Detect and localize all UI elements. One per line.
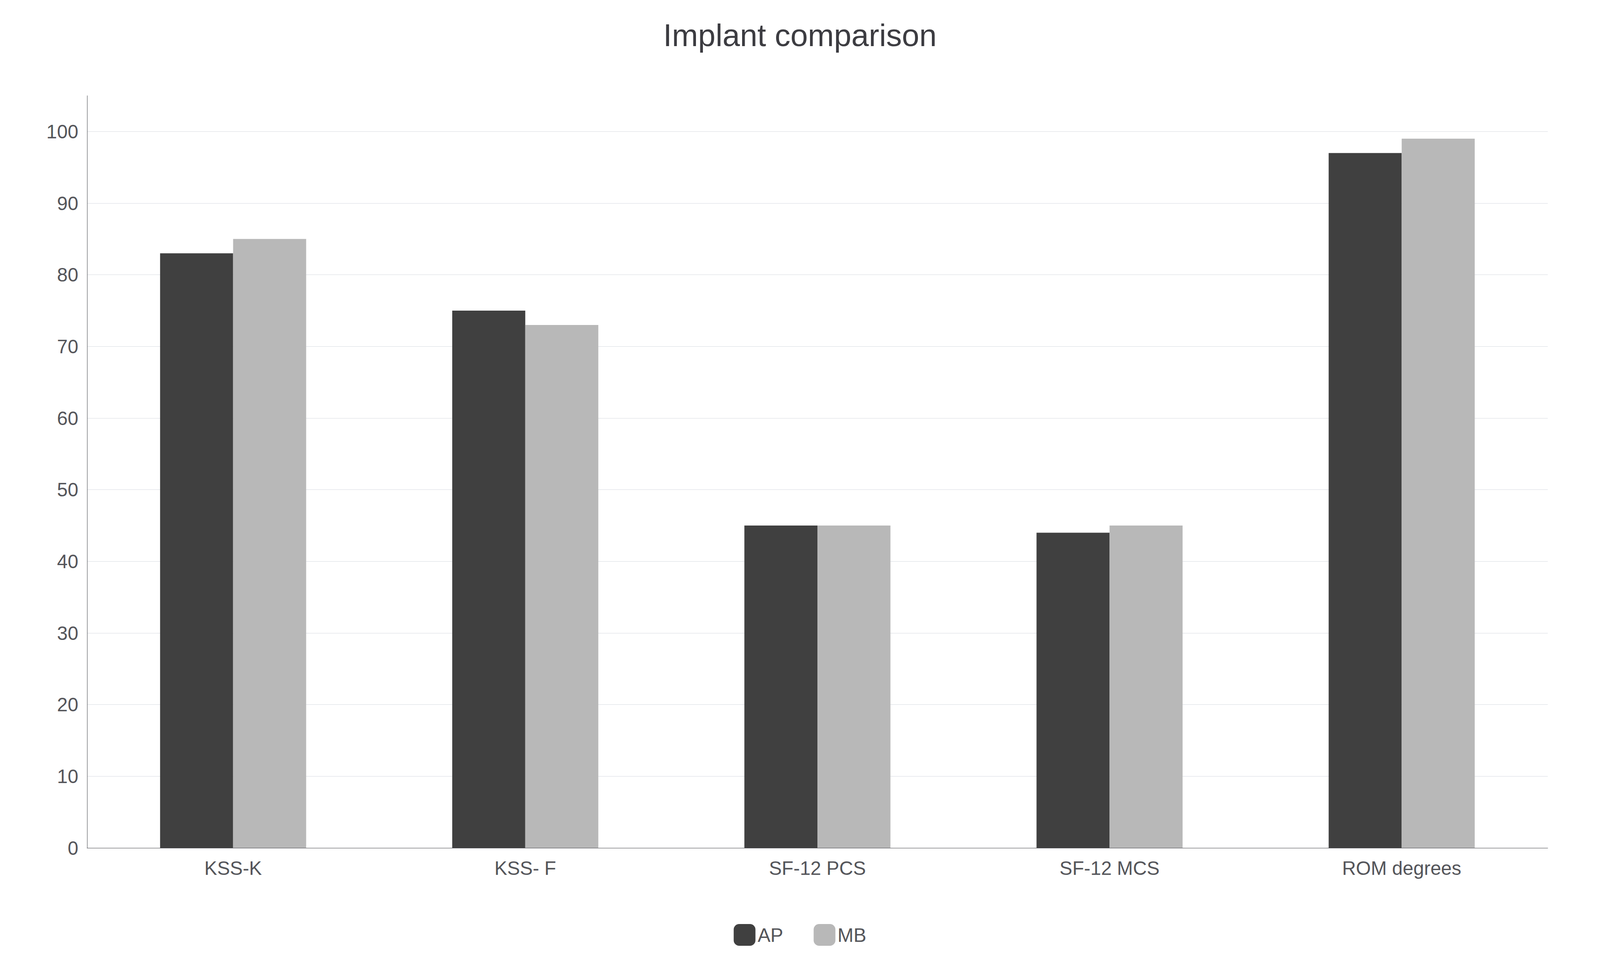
svg-text:KSS-K: KSS-K	[204, 857, 263, 880]
svg-text:AP: AP	[757, 924, 784, 947]
svg-text:80: 80	[57, 264, 79, 286]
svg-text:30: 30	[57, 622, 79, 645]
svg-text:10: 10	[57, 766, 79, 788]
svg-text:0: 0	[67, 837, 79, 860]
svg-text:100: 100	[46, 121, 79, 143]
svg-text:KSS- F: KSS- F	[494, 857, 557, 880]
svg-text:70: 70	[57, 336, 79, 358]
svg-text:40: 40	[57, 551, 79, 573]
svg-text:90: 90	[57, 192, 79, 215]
svg-text:50: 50	[57, 479, 79, 501]
svg-text:20: 20	[57, 694, 79, 716]
svg-text:MB: MB	[837, 924, 867, 947]
svg-text:ROM degrees: ROM degrees	[1341, 857, 1462, 880]
svg-text:SF-12 MCS: SF-12 MCS	[1059, 857, 1160, 880]
svg-text:SF-12 PCS: SF-12 PCS	[769, 857, 867, 880]
svg-text:60: 60	[57, 407, 79, 430]
svg-text:Implant comparison: Implant comparison	[663, 17, 937, 53]
